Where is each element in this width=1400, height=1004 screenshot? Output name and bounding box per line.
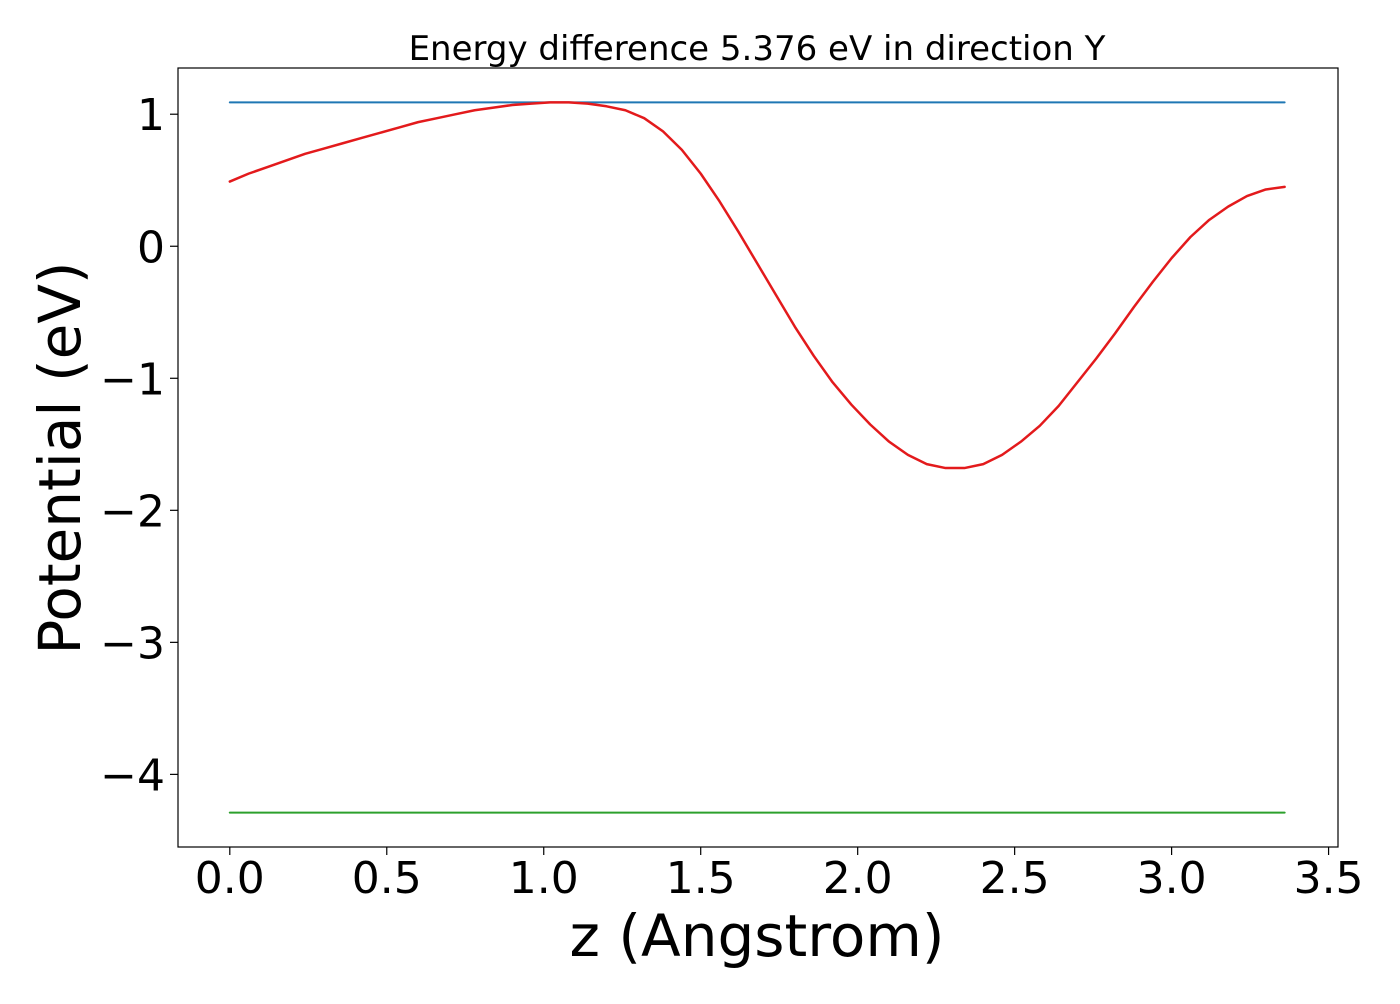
chart-title: Energy difference 5.376 eV in direction … bbox=[409, 29, 1106, 69]
x-tick-label: 0.0 bbox=[195, 853, 265, 904]
y-axis-title: Potential (eV) bbox=[26, 261, 94, 654]
x-tick-label: 3.5 bbox=[1294, 853, 1364, 904]
y-tick-label: 0 bbox=[137, 222, 165, 273]
x-tick-label: 1.5 bbox=[666, 853, 736, 904]
y-tick-label: −3 bbox=[100, 618, 165, 669]
x-axis-ticks: 0.0 0.5 1.0 1.5 2.0 2.5 3.0 3.5 bbox=[195, 847, 1364, 904]
y-tick-label: −4 bbox=[100, 750, 165, 801]
y-tick-label: −2 bbox=[100, 486, 165, 537]
series-layer bbox=[228, 101, 1286, 814]
x-tick-label: 3.0 bbox=[1137, 853, 1207, 904]
x-tick-label: 2.5 bbox=[980, 853, 1050, 904]
y-tick-label: 1 bbox=[137, 90, 165, 141]
plot-area-frame bbox=[177, 67, 1339, 848]
potential-curve bbox=[228, 101, 1286, 470]
x-tick-label: 1.0 bbox=[509, 853, 579, 904]
y-tick-label: −1 bbox=[100, 354, 165, 405]
x-tick-label: 0.5 bbox=[352, 853, 422, 904]
y-axis-ticks: 1 0 −1 −2 −3 −4 bbox=[100, 90, 178, 801]
x-axis-title: z (Angstrom) bbox=[570, 902, 945, 970]
x-tick-label: 2.0 bbox=[823, 853, 893, 904]
